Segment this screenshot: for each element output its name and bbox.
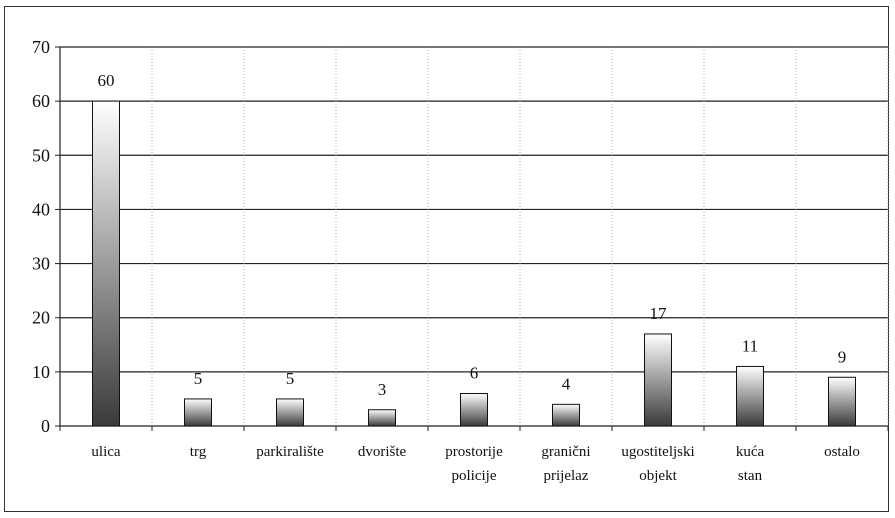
data-label: 5 bbox=[194, 369, 203, 388]
bar bbox=[736, 365, 764, 427]
category-label: parkiralište bbox=[256, 444, 324, 460]
bar bbox=[368, 409, 396, 427]
data-label: 60 bbox=[98, 71, 115, 90]
data-label: 11 bbox=[742, 336, 758, 355]
category-label: trg bbox=[190, 444, 207, 460]
category-label: kuća bbox=[736, 444, 765, 460]
category-label: dvorište bbox=[358, 444, 407, 460]
data-label: 5 bbox=[286, 369, 295, 388]
data-label: 9 bbox=[838, 347, 847, 366]
y-tick-label: 50 bbox=[32, 145, 50, 165]
data-label: 6 bbox=[470, 364, 479, 383]
y-tick-label: 60 bbox=[32, 91, 50, 111]
category-label: ulica bbox=[91, 444, 120, 460]
category-label: prostorije bbox=[445, 444, 503, 460]
data-label: 3 bbox=[378, 380, 387, 399]
y-tick-label: 10 bbox=[32, 362, 50, 382]
bar bbox=[184, 398, 212, 427]
data-label: 4 bbox=[562, 374, 571, 393]
y-tick-label: 20 bbox=[32, 308, 50, 328]
category-label: objekt bbox=[639, 468, 677, 484]
category-label: policije bbox=[452, 468, 497, 484]
labels: 0 10 20 30 40 50 60 70 60 ulica 5 trg 5 parkiralište 3… bbox=[32, 37, 860, 484]
category-label: stan bbox=[738, 468, 763, 484]
bar bbox=[552, 403, 580, 427]
category-label: ugostiteljski bbox=[621, 444, 694, 460]
category-label: granični bbox=[541, 444, 590, 460]
y-tick-label: 70 bbox=[32, 37, 50, 57]
y-tick-label: 0 bbox=[41, 416, 50, 436]
category-label: ostalo bbox=[824, 444, 860, 460]
bar bbox=[644, 333, 672, 427]
bar bbox=[276, 398, 304, 427]
bar bbox=[460, 393, 488, 427]
bar bbox=[92, 100, 120, 427]
bar bbox=[828, 376, 856, 427]
data-label: 17 bbox=[650, 304, 668, 323]
y-tick-label: 40 bbox=[32, 199, 50, 219]
category-label: prijelaz bbox=[544, 468, 589, 484]
bars bbox=[92, 100, 856, 427]
y-tick-label: 30 bbox=[32, 254, 50, 274]
